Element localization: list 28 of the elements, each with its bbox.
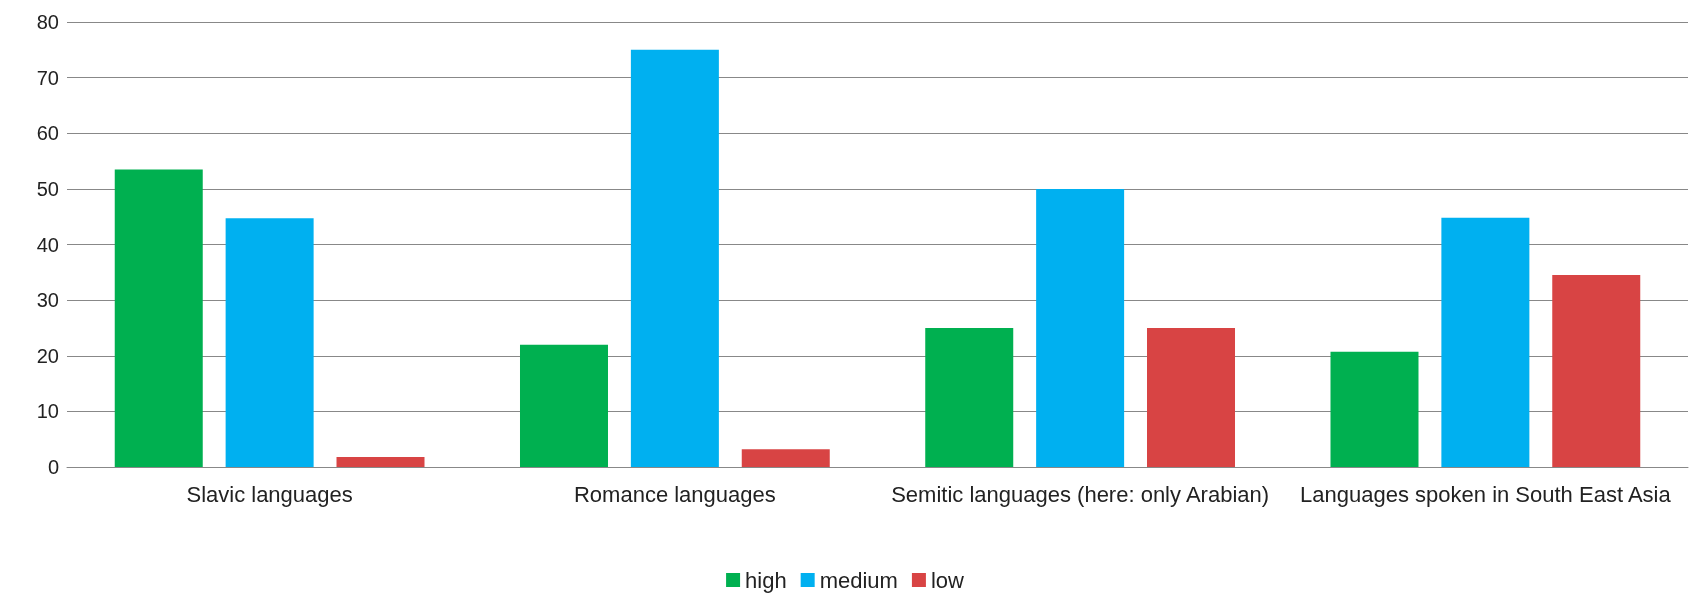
bar	[1441, 217, 1530, 467]
bar	[1552, 275, 1641, 467]
y-tick-label: 30	[36, 289, 59, 312]
legend-label: low	[930, 567, 965, 593]
bar	[1036, 188, 1125, 467]
x-tick-label: Slavic languages	[186, 482, 353, 507]
bar	[925, 327, 1014, 467]
bar	[741, 449, 830, 467]
y-tick-label: 80	[36, 11, 59, 33]
x-tick-label: Languages spoken in South East Asia	[1300, 482, 1672, 507]
bar	[114, 169, 203, 467]
bar	[520, 344, 608, 467]
legend-label: high	[745, 567, 787, 593]
y-tick-label: 50	[36, 177, 59, 200]
y-tick-label: 60	[36, 122, 59, 145]
bar	[630, 49, 719, 467]
bar	[225, 218, 314, 467]
y-tick-label: 20	[36, 344, 59, 367]
bar	[336, 456, 425, 467]
y-tick-label: 70	[36, 66, 59, 89]
legend-label: medium	[819, 567, 898, 593]
x-tick-label: Semitic languages (here: only Arabian)	[891, 482, 1270, 507]
y-tick-label: 10	[36, 400, 59, 423]
y-tick-label: 0	[47, 456, 59, 478]
bar	[1147, 327, 1236, 467]
bar	[1330, 351, 1419, 467]
y-tick-label: 40	[36, 233, 59, 256]
x-tick-label: Romance languages	[573, 482, 776, 507]
